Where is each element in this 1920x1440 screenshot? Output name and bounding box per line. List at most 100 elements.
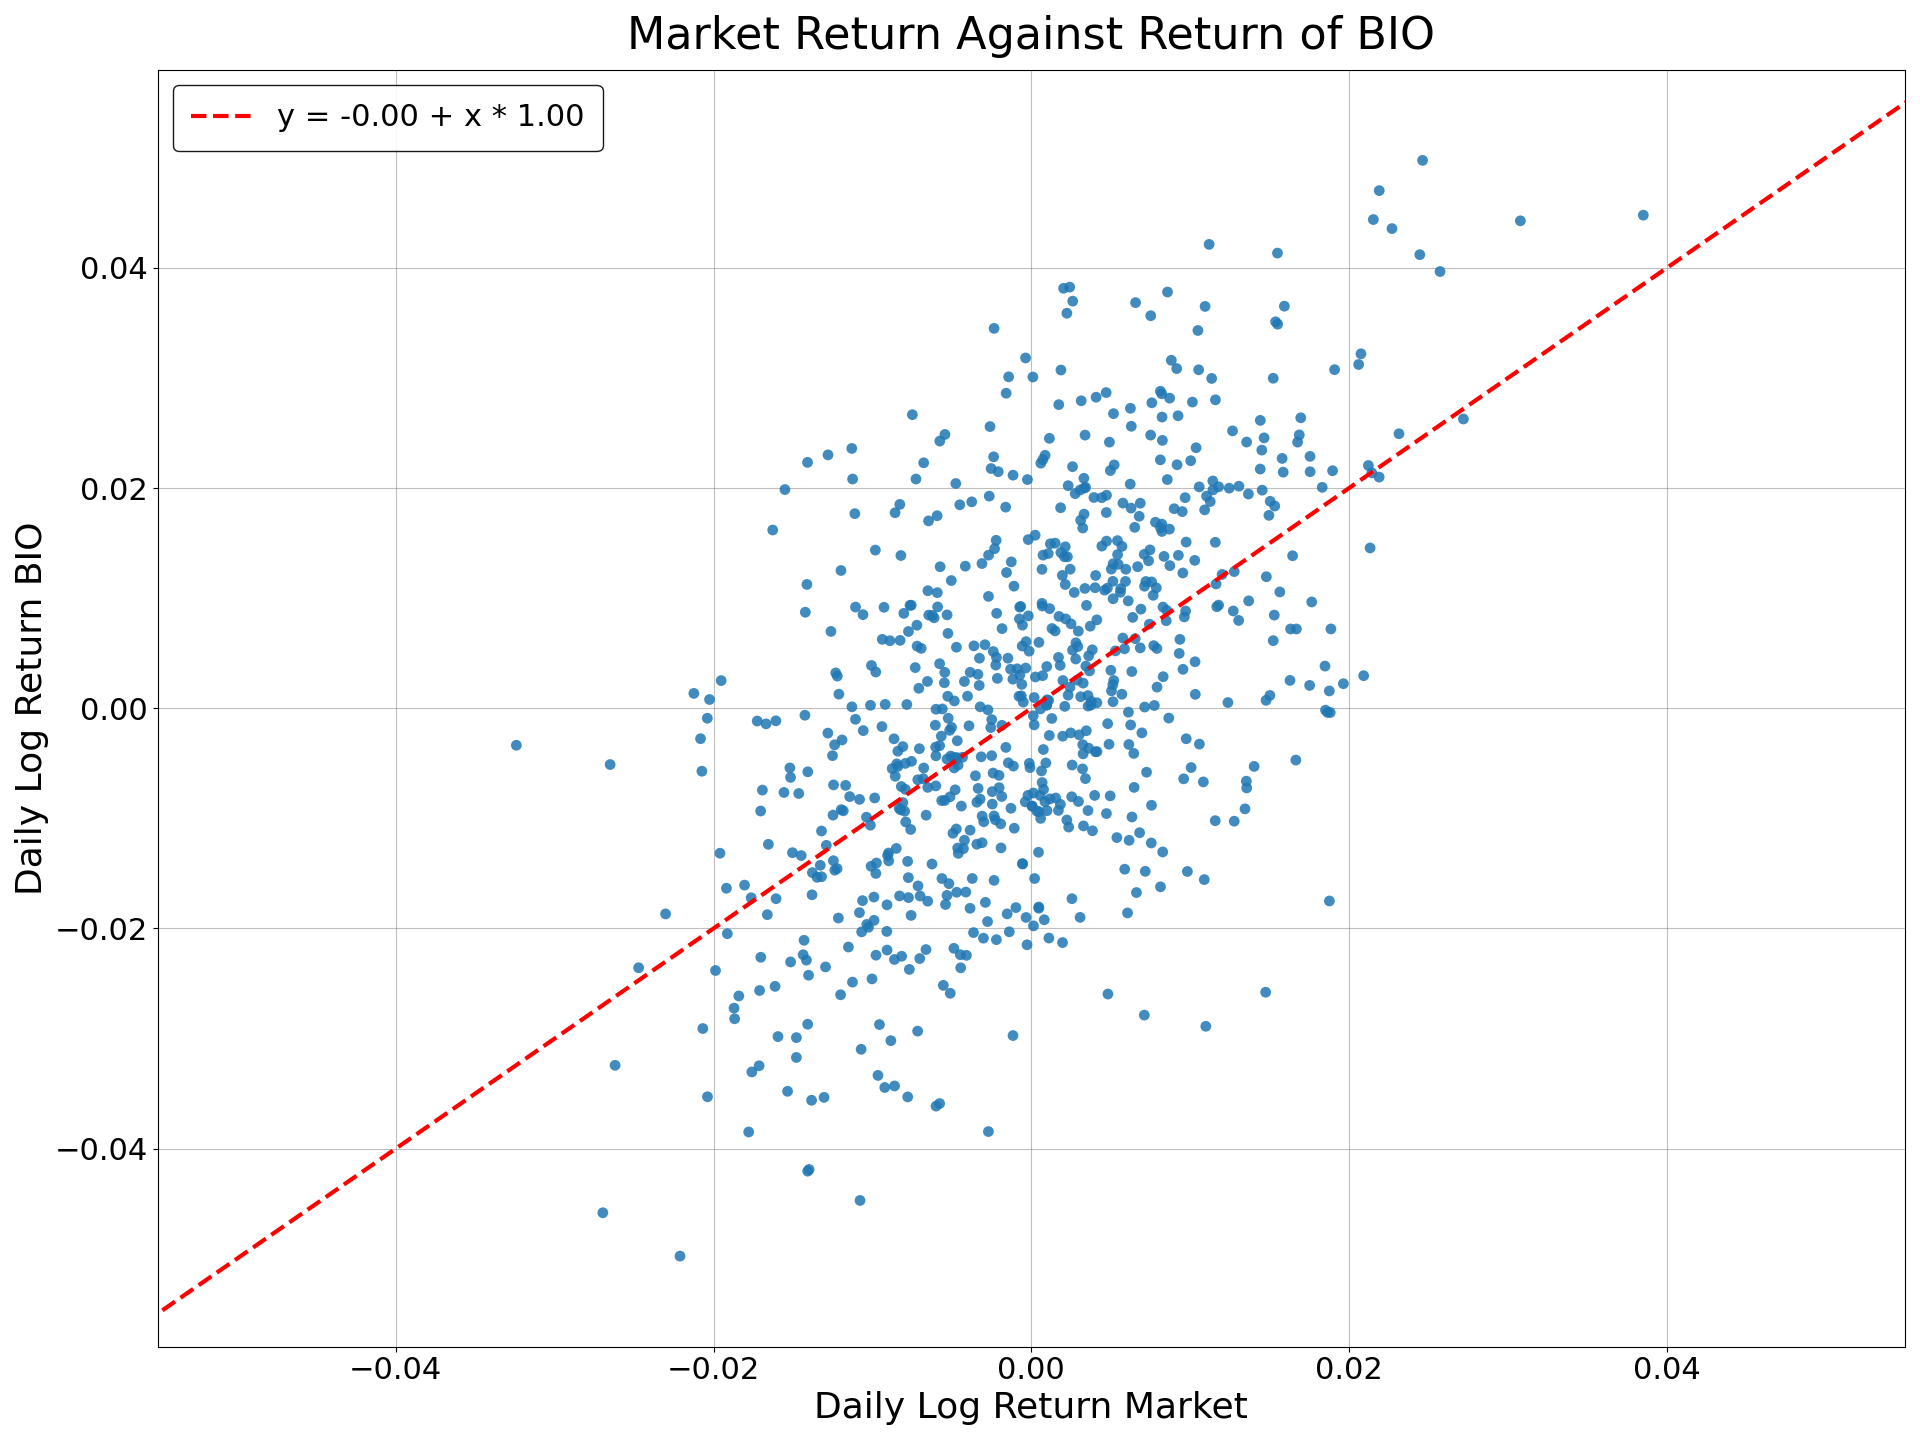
Point [791,949,822,972]
Point [1284,423,1315,446]
Point [858,886,889,909]
Point [733,1120,764,1143]
Point [858,909,889,932]
Point [760,710,791,733]
Point [1056,612,1087,635]
Point [1023,896,1054,919]
Point [1018,782,1048,805]
Point [1213,477,1244,500]
Point [1284,406,1315,429]
Point [781,1027,812,1050]
Point [1008,852,1039,876]
Point [908,451,939,474]
Point [789,929,820,952]
Point [866,716,897,739]
Point [588,1201,618,1224]
Point [935,982,966,1005]
Point [966,696,996,719]
Point [745,799,776,822]
Point [916,852,947,876]
Point [927,973,958,996]
Point [1275,670,1306,693]
Point [860,863,891,886]
Point [1404,243,1434,266]
Point [1244,409,1275,432]
Point [803,865,833,888]
Point [1200,573,1231,596]
Point [912,579,943,602]
Point [979,317,1010,340]
Point [1079,576,1110,599]
Point [1046,541,1077,564]
Point [651,903,682,926]
Point [1254,684,1284,707]
Point [743,1054,774,1077]
Point [1175,449,1206,472]
Point [1146,382,1177,405]
Point [948,670,979,693]
Point [981,667,1012,690]
Point [685,727,716,750]
Point [730,874,760,897]
Point [1254,504,1284,527]
Point [893,1086,924,1109]
Point [943,842,973,865]
Point [1233,589,1263,612]
Point [829,773,860,796]
Point [1167,768,1198,791]
Point [1035,724,1066,747]
Point [1148,544,1179,567]
Point [1073,684,1104,707]
Point [1319,359,1350,382]
Point [964,647,995,670]
Point [1081,564,1112,588]
Point [1014,528,1044,552]
Point [1054,675,1085,698]
Point [1002,657,1033,680]
Point [931,747,962,770]
Point [924,1092,954,1115]
Point [883,740,914,763]
Point [1116,713,1146,736]
Point [1137,570,1167,593]
Point [1219,560,1250,583]
Point [1505,209,1536,232]
Point [975,456,1006,480]
Point [1144,380,1175,403]
Point [1035,788,1066,811]
Point [1066,508,1096,531]
Point [1135,304,1165,327]
Point [1269,295,1300,318]
Point [1135,539,1165,562]
Point [1125,491,1156,514]
Point [1081,740,1112,763]
Point [860,539,891,562]
Point [879,1074,910,1097]
Point [941,472,972,495]
Point [897,750,927,773]
Point [1311,701,1342,724]
Point [760,975,791,998]
Point [1098,674,1129,697]
Point [924,652,954,675]
Point [939,937,970,960]
Point [977,780,1008,804]
Point [1020,685,1050,708]
Point [837,696,868,719]
Point [712,922,743,945]
Point [960,765,991,788]
Point [1148,596,1179,619]
Point [1006,595,1037,618]
Point [1229,798,1260,821]
Point [885,884,916,907]
Point [1183,320,1213,343]
Point [695,688,726,711]
Point [1033,541,1064,564]
Point [1183,359,1213,382]
Point [1098,570,1129,593]
Point [1062,668,1092,691]
Point [1087,534,1117,557]
Point [941,881,972,904]
Point [1060,631,1091,654]
Point [820,733,851,756]
